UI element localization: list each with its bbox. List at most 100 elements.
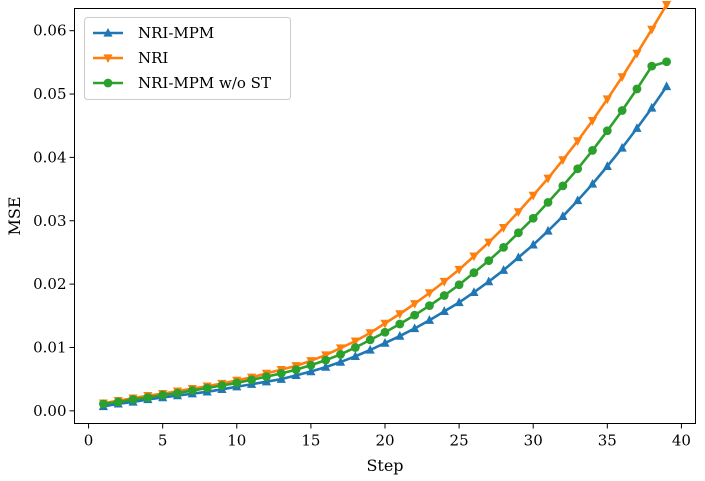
data-point xyxy=(380,337,390,347)
data-point xyxy=(469,252,479,262)
y-tick-label: 0.01 xyxy=(33,338,66,356)
data-point xyxy=(573,195,583,205)
legend-item: NRI-MPM xyxy=(93,24,214,42)
data-point xyxy=(588,146,597,155)
data-point xyxy=(454,297,464,307)
data-point xyxy=(543,174,553,184)
legend-item: NRI xyxy=(93,49,168,67)
data-point xyxy=(217,381,227,390)
data-point xyxy=(573,137,583,146)
data-point xyxy=(350,337,360,347)
data-point xyxy=(410,323,420,333)
x-tick-label: 35 xyxy=(598,432,617,450)
x-tick-label: 30 xyxy=(524,432,543,450)
data-point xyxy=(602,95,612,105)
legend-label: NRI-MPM w/o ST xyxy=(138,74,271,92)
legend-label: NRI xyxy=(138,49,168,67)
data-point xyxy=(647,61,657,71)
x-tick-label: 10 xyxy=(227,432,246,450)
data-point xyxy=(232,378,242,388)
data-point xyxy=(661,1,672,10)
data-point xyxy=(306,360,316,370)
data-point xyxy=(454,280,464,290)
data-point xyxy=(528,191,538,201)
x-tick-label: 15 xyxy=(301,432,320,450)
data-point xyxy=(321,355,331,365)
data-point xyxy=(410,310,420,320)
legend-box xyxy=(84,17,291,100)
data-point xyxy=(469,268,479,278)
data-point xyxy=(365,335,375,345)
data-point xyxy=(498,224,509,233)
data-point xyxy=(143,393,153,402)
x-tick-label: 5 xyxy=(158,432,168,450)
data-point xyxy=(425,301,434,311)
y-tick-label: 0.02 xyxy=(33,275,66,293)
legend-marker xyxy=(103,54,113,64)
data-point xyxy=(335,344,346,354)
data-point xyxy=(469,287,479,297)
data-point xyxy=(454,265,464,275)
data-point xyxy=(439,306,449,316)
data-point xyxy=(484,276,494,286)
x-tick-label: 25 xyxy=(450,432,469,450)
data-point xyxy=(158,390,168,400)
data-point xyxy=(291,370,301,380)
data-point xyxy=(543,225,553,235)
data-point xyxy=(661,81,672,91)
legend: NRI-MPM NRI NRI-MPM w/o ST xyxy=(84,17,291,100)
legend-marker xyxy=(103,78,113,88)
data-point xyxy=(558,211,568,220)
y-tick-label: 0.05 xyxy=(33,85,66,103)
data-point xyxy=(380,319,390,329)
data-point xyxy=(128,395,138,404)
x-tick-label: 20 xyxy=(375,432,394,450)
data-point xyxy=(499,242,508,252)
y-axis: 0.00 0.01 0.02 0.03 0.04 0.05 0.06 xyxy=(33,22,75,420)
data-point xyxy=(602,126,612,136)
data-point xyxy=(350,351,360,361)
data-point xyxy=(587,116,598,126)
legend-marker xyxy=(103,27,113,37)
data-point xyxy=(647,102,657,112)
data-point xyxy=(513,208,523,217)
data-point xyxy=(291,365,301,375)
data-point xyxy=(632,49,642,59)
data-point xyxy=(187,386,197,395)
y-tick-label: 0.04 xyxy=(33,148,66,166)
data-point xyxy=(247,375,257,385)
data-point xyxy=(617,73,627,82)
series-layer xyxy=(98,1,672,411)
data-point xyxy=(602,161,612,170)
x-tick-label: 0 xyxy=(84,432,94,450)
data-point xyxy=(632,123,642,132)
data-point xyxy=(543,197,553,207)
data-point xyxy=(528,239,538,249)
data-point xyxy=(395,319,405,329)
data-point xyxy=(276,369,286,378)
data-point xyxy=(173,388,182,398)
data-point xyxy=(395,331,405,340)
data-point xyxy=(113,397,123,407)
data-point xyxy=(498,265,509,274)
data-point xyxy=(306,366,316,376)
data-point xyxy=(662,57,671,67)
y-axis-label: MSE xyxy=(5,196,24,235)
data-point xyxy=(410,300,420,309)
data-point xyxy=(321,362,331,371)
data-point xyxy=(617,142,627,152)
data-point xyxy=(335,356,346,366)
data-point xyxy=(632,84,642,94)
data-point xyxy=(262,372,271,382)
x-tick-label: 40 xyxy=(672,432,691,450)
data-point xyxy=(365,329,375,338)
data-point xyxy=(439,277,449,287)
data-point xyxy=(528,213,538,223)
data-point xyxy=(484,256,494,266)
data-point xyxy=(558,156,568,165)
data-point xyxy=(202,383,212,393)
data-point xyxy=(395,310,405,319)
data-point xyxy=(513,252,523,262)
data-point xyxy=(365,344,375,354)
